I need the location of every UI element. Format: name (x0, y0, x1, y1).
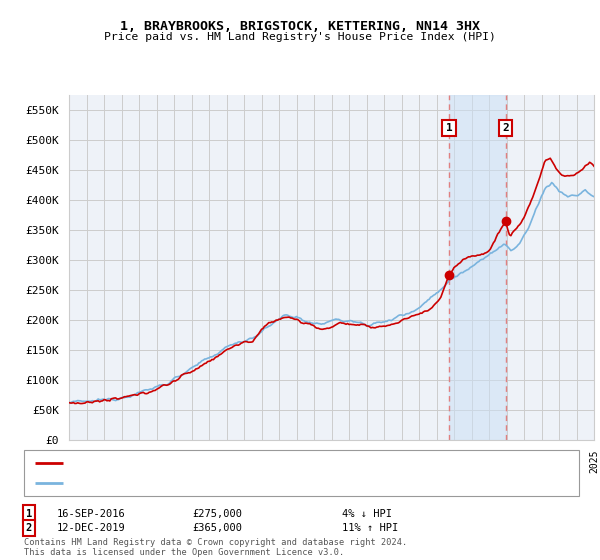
Text: Contains HM Land Registry data © Crown copyright and database right 2024.
This d: Contains HM Land Registry data © Crown c… (24, 538, 407, 557)
Text: 2: 2 (502, 123, 509, 133)
Text: 1, BRAYBROOKS, BRIGSTOCK, KETTERING, NN14 3HX: 1, BRAYBROOKS, BRIGSTOCK, KETTERING, NN1… (120, 20, 480, 32)
Text: 11% ↑ HPI: 11% ↑ HPI (342, 523, 398, 533)
Text: 12-DEC-2019: 12-DEC-2019 (57, 523, 126, 533)
Text: HPI: Average price, detached house, North Northamptonshire: HPI: Average price, detached house, Nort… (67, 478, 422, 488)
Text: 1, BRAYBROOKS, BRIGSTOCK, KETTERING, NN14 3HX (detached house): 1, BRAYBROOKS, BRIGSTOCK, KETTERING, NN1… (67, 458, 447, 468)
Text: 1: 1 (446, 123, 452, 133)
Text: 4% ↓ HPI: 4% ↓ HPI (342, 508, 392, 519)
Text: 1: 1 (26, 508, 32, 519)
Text: Price paid vs. HM Land Registry's House Price Index (HPI): Price paid vs. HM Land Registry's House … (104, 32, 496, 43)
Bar (449, 95, 506, 440)
Text: £365,000: £365,000 (192, 523, 242, 533)
Text: £275,000: £275,000 (192, 508, 242, 519)
Text: 2: 2 (26, 523, 32, 533)
Text: 16-SEP-2016: 16-SEP-2016 (57, 508, 126, 519)
